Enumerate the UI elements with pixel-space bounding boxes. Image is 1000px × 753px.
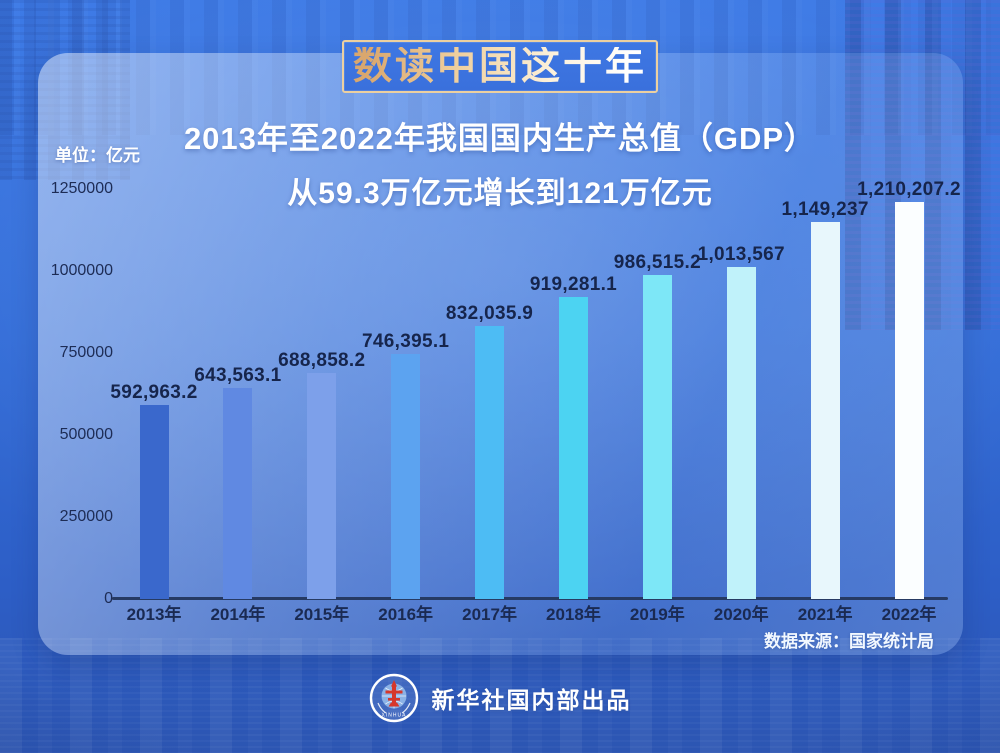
y-axis-tick-label: 250000 — [59, 508, 113, 525]
bar-value-label: 746,395.1 — [362, 331, 450, 353]
bar-2015年 — [307, 373, 337, 599]
logo-red-emblem — [385, 680, 402, 707]
x-axis-label: 2015年 — [294, 605, 350, 624]
footer-credit-text: 新华社国内部出品 — [431, 687, 632, 713]
y-axis-tick-label: 500000 — [59, 426, 113, 443]
bar-2016年 — [391, 354, 421, 599]
x-axis-label: 2014年 — [210, 605, 266, 624]
bar-2019年 — [642, 275, 672, 599]
bar-2013年 — [139, 404, 169, 599]
y-axis-tick-label: 1250000 — [50, 180, 113, 197]
x-axis-label: 2013年 — [126, 605, 182, 624]
title-banner: 数读中国这十年 — [342, 40, 658, 93]
x-axis-label: 2021年 — [797, 605, 853, 624]
bar-value-label: 1,149,237 — [781, 199, 869, 221]
x-axis-label: 2016年 — [378, 605, 434, 624]
xinhua-logo: XINHUA — [369, 673, 418, 723]
y-axis-tick-label: 1000000 — [50, 262, 113, 279]
bar-value-label: 643,563.1 — [194, 364, 282, 386]
bar-value-label: 986,515.2 — [613, 252, 701, 274]
bar-2018年 — [558, 297, 588, 599]
bar-2021年 — [810, 222, 840, 599]
chart-subtitle-line2: 从59.3万亿元增长到121万亿元 — [287, 177, 713, 210]
data-source-label: 数据来源：国家统计局 — [764, 632, 934, 651]
bar-2017年 — [475, 326, 505, 599]
x-axis-label: 2018年 — [546, 605, 601, 624]
bar-value-label: 592,963.2 — [110, 381, 198, 403]
chart-subtitle-line1: 2013年至2022年我国国内生产总值（GDP） — [183, 121, 817, 156]
x-axis-label: 2022年 — [881, 605, 937, 624]
page-title: 数读中国这十年 — [352, 43, 647, 89]
y-axis-tick-label: 750000 — [59, 344, 113, 361]
footer: XINHUA 新华社国内部出品 — [0, 672, 1000, 724]
y-axis-tick-label: 0 — [104, 590, 113, 607]
bar-value-label: 832,035.9 — [445, 303, 534, 325]
bar-value-label: 1,013,567 — [697, 243, 785, 265]
logo-laurel — [376, 702, 411, 714]
x-axis-label: 2020年 — [713, 605, 769, 624]
x-axis-label: 2017年 — [462, 605, 517, 624]
bar-2014年 — [223, 387, 253, 599]
bar-2020年 — [726, 266, 756, 599]
bar-2022年 — [894, 202, 924, 599]
bar-value-label: 688,858.2 — [278, 350, 366, 372]
x-axis-line — [112, 597, 948, 600]
bar-value-label: 1,210,207.2 — [857, 179, 961, 201]
bar-value-label: 919,281.1 — [529, 274, 618, 296]
logo-wordmark: XINHUA — [381, 713, 406, 719]
unit-label: 单位：亿元 — [55, 146, 140, 165]
x-axis-label: 2019年 — [629, 605, 685, 624]
